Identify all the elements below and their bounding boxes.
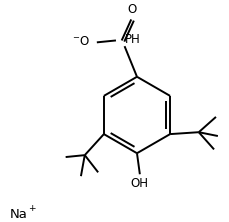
Text: Na: Na (10, 208, 28, 221)
Text: PH: PH (124, 33, 140, 46)
Text: $^{-}$O: $^{-}$O (72, 35, 90, 48)
Text: O: O (127, 3, 136, 16)
Text: OH: OH (130, 177, 148, 190)
Text: +: + (28, 204, 35, 213)
